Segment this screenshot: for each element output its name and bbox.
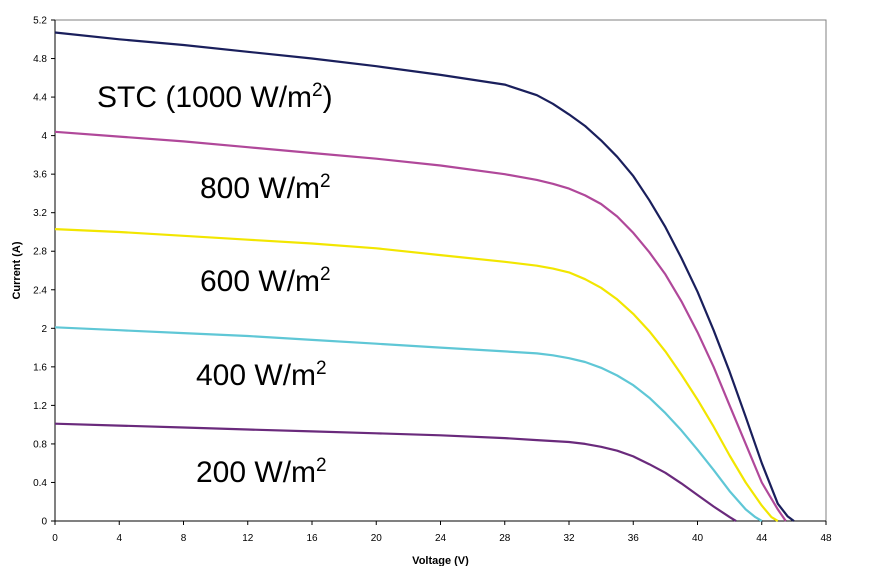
x-tick-label: 32 [563,533,575,544]
x-tick-label: 20 [371,533,383,544]
x-tick-label: 8 [181,533,187,544]
series-line-0 [54,31,795,522]
y-tick-label: 2.8 [33,247,47,258]
series-label-2: 600 W/m2 [200,264,331,298]
y-tick-label: 2 [41,324,47,335]
y-tick-label: 3.2 [33,208,47,219]
y-tick-label: 4.4 [33,93,47,104]
series-label-text: STC (1000 W/m [97,81,312,114]
x-tick-label: 4 [116,533,122,544]
series-label-text: 800 W/m [200,172,320,205]
series-label-text: 200 W/m [196,456,316,489]
series-label-3: 400 W/m2 [196,358,327,392]
y-tick-label: 0.4 [33,478,47,489]
x-axis: 0 4 8 12 16 20 24 28 32 36 40 44 48 [52,520,832,544]
y-tick-label: 0 [41,517,47,528]
x-tick-label: 0 [52,533,58,544]
series-label-1: 800 W/m2 [200,171,331,205]
series-label-text: 400 W/m [196,359,316,392]
x-tick-label: 44 [756,533,768,544]
series-label-superscript: 2 [312,80,323,101]
y-tick-label: 1.6 [33,362,47,373]
y-tick-label: 0.8 [33,439,47,450]
series-label-0: STC (1000 W/m2) [97,80,333,114]
x-tick-label: 28 [499,533,511,544]
x-tick-label: 24 [435,533,447,544]
x-axis-title: Voltage (V) [412,555,469,566]
series-label-tail: ) [323,81,333,114]
series-label-superscript: 2 [320,171,331,192]
y-tick-label: 3.6 [33,170,47,181]
y-axis: 0 0.4 0.8 1.2 1.6 2 2.4 2.8 3.2 3.6 4 4.4 4.8 5.2 [33,16,56,528]
y-tick-label: 2.4 [33,285,47,296]
y-tick-label: 4 [41,131,47,142]
x-tick-label: 36 [628,533,640,544]
x-tick-label: 48 [820,533,832,544]
y-tick-label: 1.2 [33,401,47,412]
x-tick-label: 12 [242,533,254,544]
y-axis-title: Current (A) [11,241,23,299]
x-tick-label: 40 [692,533,704,544]
y-tick-label: 4.8 [33,54,47,65]
series-label-text: 600 W/m [200,265,320,298]
series-label-superscript: 2 [316,455,327,476]
y-tick-label: 5.2 [33,16,47,27]
series-label-superscript: 2 [316,358,327,379]
series-line-1 [54,130,787,522]
series-label-4: 200 W/m2 [196,455,327,489]
x-tick-label: 16 [306,533,318,544]
series-lines [54,31,795,522]
series-line-2 [54,228,779,522]
series-line-4 [54,422,737,522]
series-line-3 [54,326,763,522]
series-label-superscript: 2 [320,264,331,285]
